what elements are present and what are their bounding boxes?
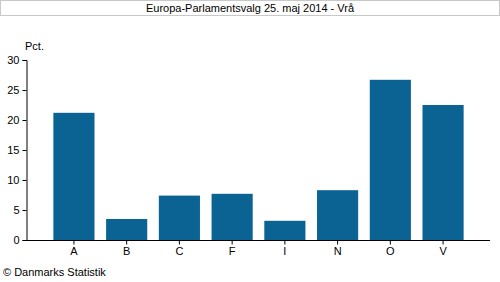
y-tick: 5 xyxy=(13,204,26,216)
bars xyxy=(53,80,463,240)
x-tick-label: N xyxy=(334,245,342,257)
y-tick-label: 20 xyxy=(7,114,19,126)
x-tick-label: B xyxy=(123,245,130,257)
x-tick-label: F xyxy=(229,245,236,257)
y-axis: 0 5 10 15 20 25 30 xyxy=(7,54,27,246)
x-tick: B xyxy=(123,241,130,258)
title: Europa-Parlamentsvalg 25. maj 2014 - Vrå xyxy=(146,2,355,14)
x-tick-mark xyxy=(390,241,391,245)
y-tick-mark xyxy=(23,90,27,91)
y-tick-label: 30 xyxy=(7,54,19,66)
title-frame xyxy=(1,1,500,16)
x-tick-mark xyxy=(179,241,180,245)
source: © Danmarks Statistik xyxy=(3,266,106,278)
y-label: Pct. xyxy=(25,40,44,52)
bar xyxy=(53,113,94,240)
y-tick-mark xyxy=(23,120,27,121)
x-tick-mark xyxy=(337,241,338,245)
x-tick-label: C xyxy=(175,245,183,257)
x-tick-mark xyxy=(73,241,74,245)
bar xyxy=(264,221,305,240)
x-axis: ABCFINOV xyxy=(27,241,490,258)
x-tick-label: O xyxy=(386,245,395,257)
y-tick-label: 5 xyxy=(13,204,19,216)
x-tick: C xyxy=(175,241,183,258)
y-tick-label: 10 xyxy=(7,174,19,186)
y-axis-line xyxy=(23,61,28,241)
y-tick-mark xyxy=(23,150,27,151)
y-tick: 15 xyxy=(7,144,26,156)
y-tick: 10 xyxy=(7,174,26,186)
x-tick: I xyxy=(283,241,286,258)
y-tick-mark xyxy=(23,240,27,241)
bar xyxy=(317,190,358,240)
y-tick-mark xyxy=(23,180,27,181)
y-tick-label: 25 xyxy=(7,84,19,96)
x-tick-mark xyxy=(126,241,127,245)
chart: Europa-Parlamentsvalg 25. maj 2014 - Vrå… xyxy=(0,0,500,282)
x-tick: O xyxy=(386,241,395,258)
x-tick-mark xyxy=(232,241,233,245)
bar xyxy=(106,219,147,240)
y-tick: 30 xyxy=(7,54,26,66)
y-tick: 25 xyxy=(7,84,26,96)
y-tick: 0 xyxy=(13,234,26,246)
x-tick-mark xyxy=(284,241,285,245)
bar xyxy=(212,194,253,240)
x-tick: F xyxy=(229,241,236,258)
x-tick: V xyxy=(439,241,447,258)
bar xyxy=(423,105,464,240)
x-tick: A xyxy=(70,241,78,258)
y-tick-mark xyxy=(23,60,27,61)
x-tick-label: V xyxy=(439,245,447,257)
x-axis-line xyxy=(27,240,490,241)
y-tick-label: 15 xyxy=(7,144,19,156)
x-tick-label: A xyxy=(70,245,78,257)
y-tick-mark xyxy=(23,210,27,211)
x-tick-label: I xyxy=(283,245,286,257)
x-tick: N xyxy=(334,241,342,258)
y-tick-label: 0 xyxy=(13,234,19,246)
x-tick-mark xyxy=(443,241,444,245)
bar xyxy=(370,80,411,240)
y-tick: 20 xyxy=(7,114,26,126)
bar xyxy=(159,196,200,240)
